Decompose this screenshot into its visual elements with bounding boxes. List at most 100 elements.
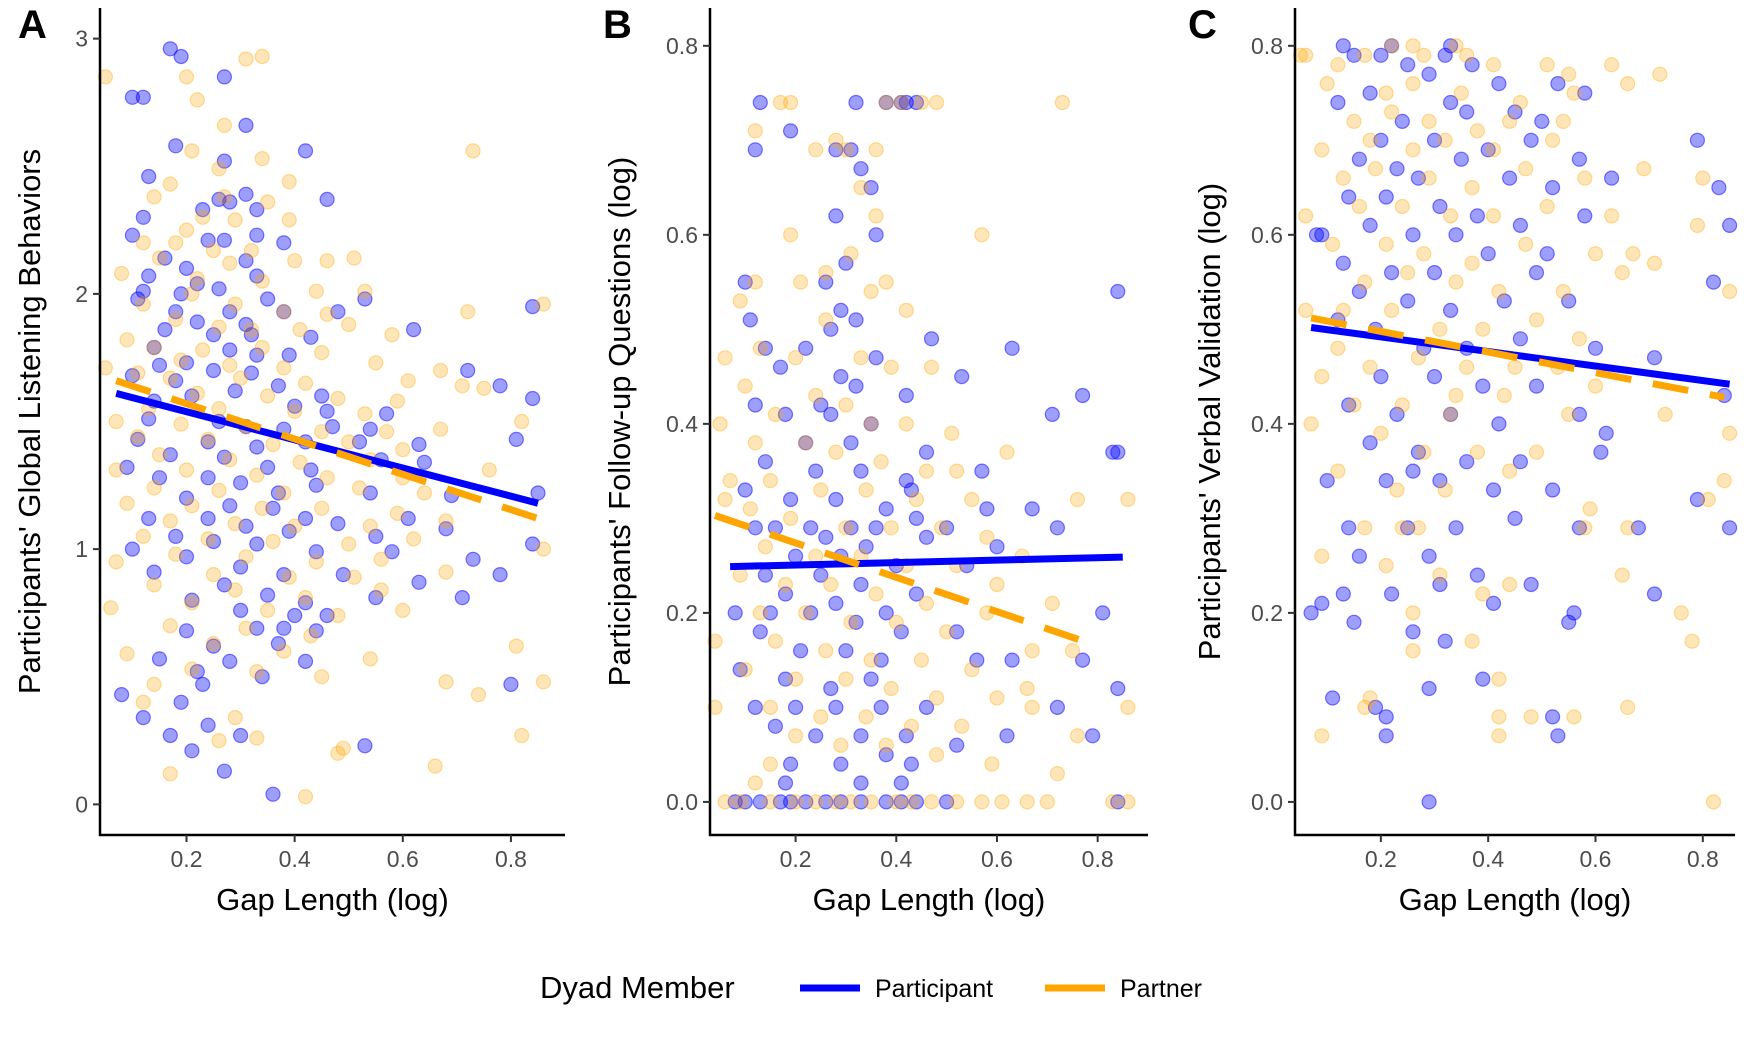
point-partner (189, 271, 205, 287)
point-participant (808, 728, 824, 744)
point-participant (1711, 180, 1727, 196)
point-participant (1421, 794, 1437, 810)
point-participant (216, 449, 232, 465)
point-participant (777, 586, 794, 602)
point-partner (1577, 520, 1593, 536)
legend-title: Dyad Member (540, 970, 735, 1005)
point-participant (1335, 255, 1351, 271)
point-partner (351, 480, 368, 496)
point-partner (1292, 47, 1309, 63)
point-partner (314, 345, 330, 361)
point-participant (1432, 198, 1448, 215)
point-participant (737, 274, 753, 290)
point-partner (400, 373, 416, 389)
point-participant (178, 549, 195, 565)
point-participant (1400, 57, 1416, 73)
y-tick-label: 2 (75, 281, 88, 307)
point-partner (1432, 321, 1448, 337)
point-participant (1485, 482, 1502, 498)
points-group (97, 41, 552, 805)
point-participant (1303, 605, 1319, 621)
point-participant (1544, 482, 1561, 498)
point-partner (752, 340, 768, 356)
point-participant (1689, 491, 1706, 508)
point-participant (979, 501, 995, 517)
point-participant (151, 651, 168, 667)
point-participant (222, 653, 238, 670)
point-partner (1405, 605, 1421, 621)
point-partner (389, 505, 405, 522)
point-partner (130, 429, 146, 445)
point-partner (146, 676, 162, 693)
point-participant (222, 342, 238, 358)
point-partner (151, 250, 168, 266)
point-participant (319, 607, 335, 624)
point-partner (944, 425, 960, 441)
point-participant (1566, 605, 1582, 621)
point-partner (243, 322, 259, 338)
point-participant (949, 737, 965, 753)
point-participant (1410, 170, 1427, 186)
point-partner (535, 541, 552, 557)
point-participant (1421, 66, 1437, 82)
point-participant (162, 41, 178, 57)
x-axis-title: Gap Length (log) (813, 882, 1046, 917)
point-partner (868, 586, 884, 602)
point-partner (162, 176, 178, 192)
point-partner (1314, 369, 1330, 385)
point-partner (843, 614, 859, 630)
point-participant (492, 378, 508, 394)
point-participant (918, 529, 935, 545)
point-participant (178, 355, 195, 371)
point-partner (1459, 47, 1475, 63)
point-partner (460, 304, 476, 320)
point-partner (717, 350, 733, 366)
point-participant (878, 747, 894, 763)
point-partner (146, 480, 162, 496)
point-partner (173, 416, 189, 432)
point-participant (848, 378, 864, 394)
point-partner (1459, 359, 1475, 375)
point-participant (1335, 38, 1351, 54)
point-partner (470, 686, 487, 703)
point-partner (308, 554, 324, 570)
point-participant (249, 347, 265, 363)
point-partner (135, 235, 151, 251)
point-partner (813, 709, 829, 725)
point-participant (411, 574, 427, 590)
point-partner (989, 690, 1005, 706)
point-partner (535, 674, 552, 690)
point-participant (1550, 75, 1566, 92)
point-participant (1074, 652, 1091, 668)
point-participant (524, 299, 541, 315)
point-partner (438, 564, 454, 580)
point-partner (858, 709, 874, 725)
point-participant (853, 794, 869, 810)
point-partner (868, 208, 884, 224)
point-partner (465, 143, 481, 159)
point-partner (984, 756, 1000, 772)
point-participant (999, 728, 1015, 744)
point-partner (130, 365, 146, 381)
point-participant (1421, 548, 1437, 564)
point-partner (227, 709, 243, 726)
point-partner (1469, 123, 1486, 139)
point-partner (1049, 765, 1066, 782)
point-participant (898, 728, 914, 744)
point-partner (1357, 47, 1373, 63)
legend-label-partner: Partner (1120, 975, 1202, 1003)
point-participant (1314, 227, 1330, 243)
point-participant (330, 304, 346, 320)
point-partner (119, 495, 135, 511)
point-partner (782, 227, 799, 243)
point-participant (1389, 406, 1405, 422)
point-participant (184, 592, 200, 608)
point-participant (1442, 94, 1459, 111)
point-partner (184, 595, 200, 611)
point-partner (1507, 359, 1523, 375)
point-partner (1566, 709, 1582, 725)
point-partner (1394, 198, 1410, 215)
point-participant (216, 69, 232, 85)
point-participant (1577, 208, 1593, 224)
point-participant (200, 434, 216, 450)
